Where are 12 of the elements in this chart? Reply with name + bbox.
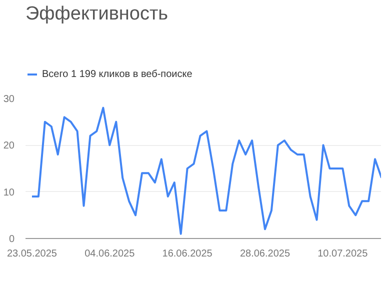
x-tick-label: 28.06.2025 xyxy=(240,248,290,260)
y-tick-label: 10 xyxy=(3,187,15,198)
chart-title: Эффективность xyxy=(26,4,168,24)
y-tick-label: 30 xyxy=(3,94,15,105)
x-tick-label: 16.06.2025 xyxy=(162,248,213,260)
y-tick-label: 0 xyxy=(8,234,15,245)
x-tick-label: 04.06.2025 xyxy=(84,248,136,260)
y-tick-label: 20 xyxy=(3,140,15,152)
x-tick-label: 10.07.2025 xyxy=(318,248,368,260)
x-tick-label: 23.05.2025 xyxy=(6,248,58,260)
line-series xyxy=(30,106,381,235)
legend-label: Всего 1 199 кликов в веб-поиске xyxy=(42,68,192,80)
